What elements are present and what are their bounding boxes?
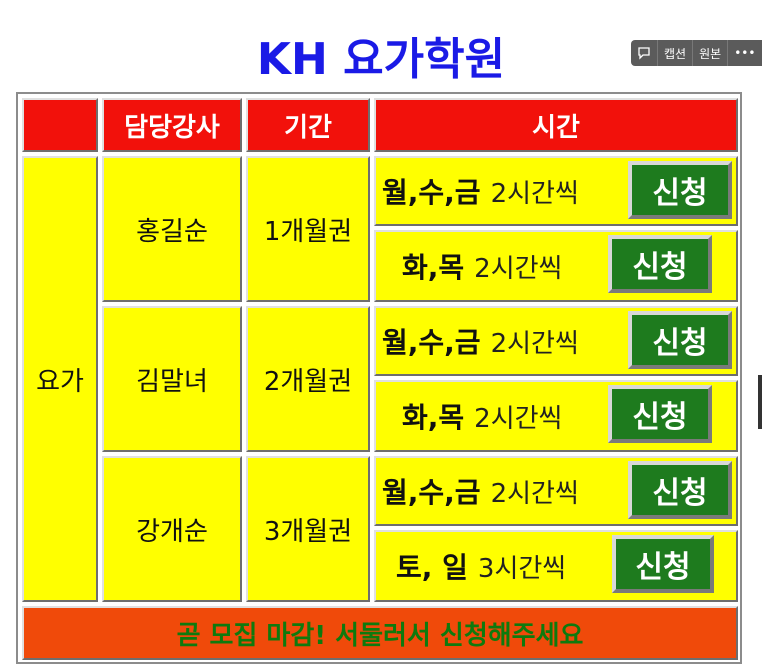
apply-button[interactable]: 신청 [628,461,732,519]
header-time: 시간 [374,98,738,152]
header-period: 기간 [246,98,370,152]
time-slot: 월,수,금 2시간씩 신청 [374,306,738,376]
instructor-cell: 김말녀 [102,306,242,452]
slot-days: 월,수,금 [382,476,481,509]
apply-button[interactable]: 신청 [628,161,732,219]
edge-marker [758,375,762,429]
caption-button[interactable]: 캡션 [658,40,694,66]
slot-days: 월,수,금 [382,176,481,209]
more-options-icon[interactable]: ••• [734,46,756,60]
image-toolbar: 캡션 원본 ••• [631,40,762,66]
slot-hours: 2시간씩 [490,178,579,209]
time-slot: 화,목 2시간씩 신청 [374,380,738,452]
footer-notice: 곧 모집 마감! 서둘러서 신청해주세요 [22,606,738,660]
period-cell: 1개월권 [246,156,370,302]
slot-hours: 2시간씩 [474,403,563,434]
slot-hours: 3시간씩 [477,553,567,584]
period-cell: 2개월권 [246,306,370,452]
instructor-cell: 강개순 [102,456,242,602]
apply-button[interactable]: 신청 [612,535,714,593]
yoga-schedule-table: 담당강사 기간 시간 요가 홍길순 1개월권 월,수,금 2시간씩 신청 화,목… [16,92,742,664]
original-button[interactable]: 원본 [693,40,729,66]
apply-button[interactable]: 신청 [608,235,712,293]
period-cell: 3개월권 [246,456,370,602]
slot-days: 화,목 [402,401,465,434]
slot-hours: 2시간씩 [474,253,563,284]
time-slot: 월,수,금 2시간씩 신청 [374,456,738,526]
slot-hours: 2시간씩 [490,328,579,359]
slot-days: 토, 일 [396,551,468,584]
instructor-cell: 홍길순 [102,156,242,302]
apply-button[interactable]: 신청 [628,311,732,369]
course-cell: 요가 [22,156,98,602]
time-slot: 월,수,금 2시간씩 신청 [374,156,738,226]
slot-hours: 2시간씩 [490,478,579,509]
header-instructor: 담당강사 [102,98,242,152]
slot-days: 월,수,금 [382,326,481,359]
header-empty-cell [22,98,98,152]
comment-icon[interactable] [631,40,658,66]
page-title: KH 요가학원 [256,34,506,85]
slot-days: 화,목 [402,251,465,284]
time-slot: 토, 일 3시간씩 신청 [374,530,738,602]
apply-button[interactable]: 신청 [608,385,712,443]
time-slot: 화,목 2시간씩 신청 [374,230,738,302]
